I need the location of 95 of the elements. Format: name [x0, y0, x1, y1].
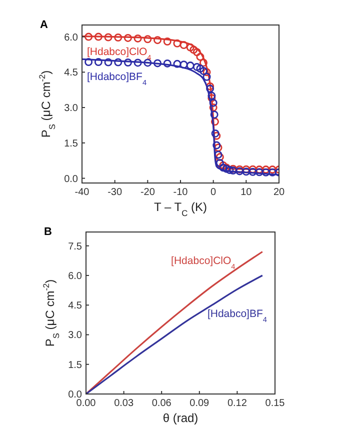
point [255, 166, 264, 174]
point [210, 110, 218, 119]
x-tick-label: 20 [273, 187, 285, 198]
x-axis-title: T – T$_{C}$ (K) [154, 200, 207, 218]
point [199, 66, 208, 75]
point [211, 129, 220, 138]
series-label: [Hdabco]BF$_{4}$ [207, 308, 267, 324]
point [94, 58, 102, 66]
y-tick-label: 0.0 [64, 174, 78, 185]
x-tick-label: -30 [108, 187, 122, 198]
point [192, 48, 201, 56]
line-series [86, 274, 264, 394]
y-tick-label: 4.5 [64, 68, 78, 79]
point [84, 32, 93, 41]
x-tick-label: 10 [240, 187, 252, 198]
point [124, 34, 132, 42]
y-tick-label: 3.0 [68, 330, 82, 342]
point [209, 98, 218, 107]
point [114, 34, 122, 42]
series-label: [Hdabco]ClO$_{4}$ [171, 255, 236, 270]
point [268, 168, 276, 176]
x-tick-label: -10 [173, 187, 188, 198]
x-tick-label: 0.12 [227, 398, 248, 409]
point [144, 35, 152, 44]
point [209, 104, 218, 112]
point [163, 59, 172, 68]
y-tick-label: 4.5 [68, 300, 82, 312]
point [134, 58, 142, 67]
point [219, 164, 228, 172]
y-tick-label: 1.5 [64, 138, 78, 150]
point [163, 38, 172, 46]
point [242, 168, 250, 176]
point [268, 166, 276, 174]
point [199, 58, 208, 67]
point [124, 58, 132, 66]
point [114, 58, 122, 66]
point [255, 168, 264, 176]
y-tick-label: 1.5 [68, 360, 82, 371]
point [84, 58, 93, 66]
point [104, 58, 112, 66]
point [206, 82, 214, 90]
series-label: [Hdabco]ClO$_{4}$ [87, 46, 152, 62]
x-tick-label: -20 [140, 187, 156, 198]
point [94, 32, 102, 41]
point [196, 52, 204, 61]
line-series [82, 58, 279, 176]
point [104, 33, 112, 42]
y-tick-label: 0.0 [68, 390, 82, 400]
line-series [86, 250, 264, 394]
point [210, 118, 219, 126]
point [262, 168, 270, 176]
y-tick-label: 3.0 [64, 103, 78, 114]
x-tick-label: 0.03 [114, 398, 134, 409]
point [154, 59, 162, 68]
point [190, 46, 198, 54]
x-tick-label: 0.09 [190, 398, 210, 409]
point [180, 41, 188, 50]
point [242, 165, 250, 174]
y-tick-label: 7.5 [68, 241, 82, 252]
point [212, 132, 221, 140]
point [202, 68, 211, 76]
point [248, 168, 257, 176]
point [196, 64, 204, 73]
chart-title: B [44, 226, 52, 238]
point [248, 165, 257, 174]
y-tick-label: 6.0 [64, 32, 78, 44]
point [186, 43, 194, 52]
x-tick-label: 0.06 [152, 398, 172, 409]
point [144, 58, 152, 67]
point [226, 166, 234, 174]
point [262, 166, 270, 174]
point [173, 60, 182, 68]
x-tick-label: -40 [74, 187, 90, 198]
point [154, 36, 162, 44]
series-label: [Hdabco]BF$_{4}$ [87, 71, 147, 87]
point [214, 150, 222, 159]
point [186, 62, 194, 70]
point [212, 141, 221, 150]
point [216, 158, 224, 167]
x-tick-label: 0.15 [265, 398, 286, 409]
point [173, 39, 182, 48]
point [208, 92, 216, 100]
y-tick-label: 6.0 [68, 270, 82, 282]
point [214, 144, 222, 152]
chart-title: A [40, 19, 48, 31]
x-axis-title: θ (rad) [162, 411, 198, 425]
point [216, 153, 224, 162]
point [202, 72, 211, 81]
point [134, 34, 142, 42]
point [180, 60, 188, 69]
x-tick-label: 0 [210, 187, 217, 198]
point [192, 62, 201, 71]
x-tick-label: 0.00 [76, 398, 96, 409]
point [206, 84, 214, 93]
point [208, 94, 216, 102]
